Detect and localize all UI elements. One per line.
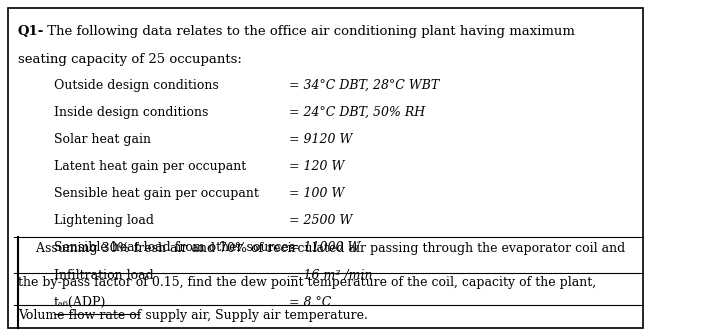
Text: Latent heat gain per occupant: Latent heat gain per occupant bbox=[54, 160, 246, 173]
Text: the by-pass factor of 0.15, find the dew point temperature of the coil, capacity: the by-pass factor of 0.15, find the dew… bbox=[18, 276, 596, 289]
Text: = 9120 W: = 9120 W bbox=[289, 133, 353, 146]
Text: = 100 W: = 100 W bbox=[289, 187, 345, 200]
Text: seating capacity of 25 occupants:: seating capacity of 25 occupants: bbox=[18, 53, 242, 66]
Text: Infiltration load: Infiltration load bbox=[54, 268, 153, 281]
Text: = 11000 W: = 11000 W bbox=[289, 241, 361, 254]
Text: Sensible heat gain per occupant: Sensible heat gain per occupant bbox=[54, 187, 258, 200]
Text: = 8 °C: = 8 °C bbox=[289, 296, 332, 309]
Text: = 2500 W: = 2500 W bbox=[289, 214, 353, 227]
Text: = 16 m³ /min: = 16 m³ /min bbox=[289, 268, 373, 281]
Text: = 34°C DBT, 28°C WBT: = 34°C DBT, 28°C WBT bbox=[289, 79, 440, 92]
Text: Assuming 30% fresh air and 70% of recirculated air passing through the evaporato: Assuming 30% fresh air and 70% of recirc… bbox=[24, 242, 626, 255]
Text: tₐ₆(ADP): tₐ₆(ADP) bbox=[54, 296, 106, 309]
Text: = 120 W: = 120 W bbox=[289, 160, 345, 173]
Text: Solar heat gain: Solar heat gain bbox=[54, 133, 150, 146]
Text: Volume flow rate of supply air, Supply air temperature.: Volume flow rate of supply air, Supply a… bbox=[18, 309, 368, 322]
Text: Lightening load: Lightening load bbox=[54, 214, 154, 227]
Text: Inside design conditions: Inside design conditions bbox=[54, 106, 208, 119]
Text: Q1-: Q1- bbox=[18, 25, 44, 38]
Text: The following data relates to the office air conditioning plant having maximum: The following data relates to the office… bbox=[42, 25, 575, 38]
Text: Sensible heat load from other sources: Sensible heat load from other sources bbox=[54, 241, 295, 254]
Text: Outside design conditions: Outside design conditions bbox=[54, 79, 218, 92]
Text: = 24°C DBT, 50% RH: = 24°C DBT, 50% RH bbox=[289, 106, 426, 119]
FancyBboxPatch shape bbox=[8, 8, 643, 328]
